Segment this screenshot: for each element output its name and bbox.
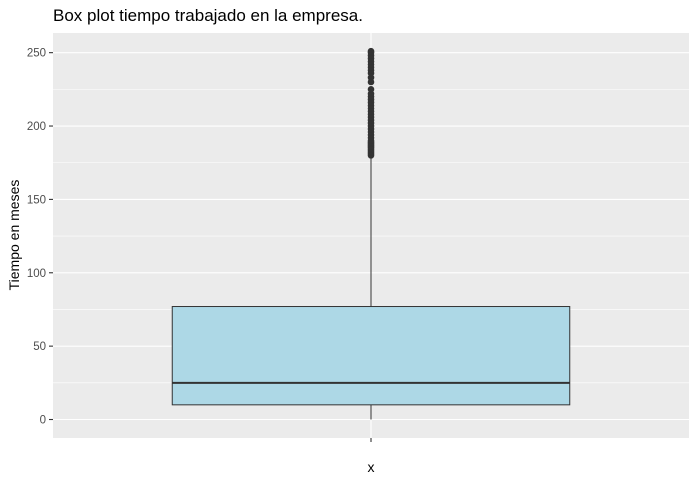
outlier-point	[367, 47, 375, 55]
y-tick-label: 150	[27, 194, 46, 206]
y-tick-label: 200	[27, 121, 46, 133]
chart-title: Box plot tiempo trabajado en la empresa.	[53, 6, 363, 25]
y-axis-title: Tiempo en meses	[6, 180, 22, 291]
y-tick-label: 250	[27, 48, 46, 60]
x-axis-title: x	[368, 459, 375, 475]
boxplot-group	[171, 156, 571, 420]
box-iqr	[171, 306, 571, 406]
y-axis: 0 50 100 150 200 250	[27, 48, 53, 427]
y-tick-label: 100	[27, 268, 46, 280]
outliers-group	[367, 47, 375, 159]
y-tick-label: 0	[40, 415, 46, 427]
y-tick-label: 50	[33, 341, 46, 353]
outlier-point	[367, 86, 375, 93]
